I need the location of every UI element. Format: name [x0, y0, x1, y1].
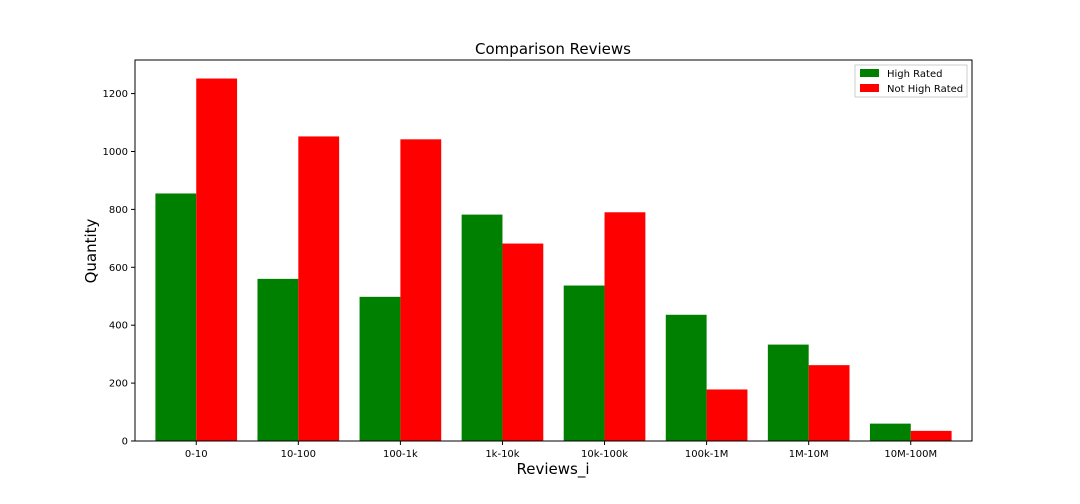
bar-not-high-rated-10-100 [298, 136, 340, 441]
x-axis: 0-10 10-100 100-1k 1k-10k 10k-100k 100k-1M 1M-… [185, 441, 937, 460]
y-tick-label: 200 [109, 379, 128, 390]
x-tick-label: 10k-100k [581, 449, 628, 460]
y-tick-label: 800 [109, 205, 128, 216]
bar-not-high-rated-100-1k [400, 139, 442, 441]
y-axis: 0 200 400 600 800 1000 1200 [103, 89, 135, 448]
y-tick-label: 0 [122, 437, 128, 448]
bar-not-high-rated-10M-100M [910, 430, 952, 441]
x-tick-label: 10M-100M [884, 449, 937, 460]
bar-high-rated-10M-100M [869, 423, 911, 441]
x-axis-title: Reviews_i [516, 460, 589, 479]
y-axis-title: Quantity [82, 218, 100, 283]
legend-swatch-not-high-rated [860, 84, 879, 92]
y-tick-label: 600 [109, 263, 128, 274]
bar-not-high-rated-0-10 [196, 78, 238, 441]
bar-not-high-rated-10k-100k [604, 212, 646, 441]
plot-frame [134, 59, 973, 442]
x-tick-label: 100-1k [383, 449, 418, 460]
bar-high-rated-0-10 [155, 193, 197, 441]
y-tick-label: 400 [109, 321, 128, 332]
x-tick-label: 0-10 [185, 449, 208, 460]
x-tick-label: 100k-1M [685, 449, 728, 460]
y-tick-label: 1200 [103, 89, 128, 100]
chart-title: Comparison Reviews [475, 40, 631, 58]
bar-high-rated-100k-1M [665, 314, 707, 441]
x-tick-label: 10-100 [281, 449, 316, 460]
x-tick-label: 1k-10k [485, 449, 519, 460]
legend: High Rated Not High Rated [854, 64, 968, 98]
bar-high-rated-100-1k [359, 296, 401, 441]
bars-layer [155, 78, 952, 441]
bar-high-rated-10k-100k [563, 285, 605, 441]
legend-label-high-rated: High Rated [887, 69, 942, 80]
bar-high-rated-10-100 [257, 278, 299, 441]
legend-label-not-high-rated: Not High Rated [887, 84, 963, 95]
y-tick-label: 1000 [103, 147, 128, 158]
legend-swatch-high-rated [860, 69, 879, 77]
bar-not-high-rated-1M-10M [808, 365, 850, 441]
bar-not-high-rated-1k-10k [502, 243, 544, 441]
bar-high-rated-1M-10M [767, 344, 809, 441]
bar-not-high-rated-100k-1M [706, 389, 748, 441]
bar-high-rated-1k-10k [461, 214, 503, 441]
x-tick-label: 1M-10M [789, 449, 829, 460]
